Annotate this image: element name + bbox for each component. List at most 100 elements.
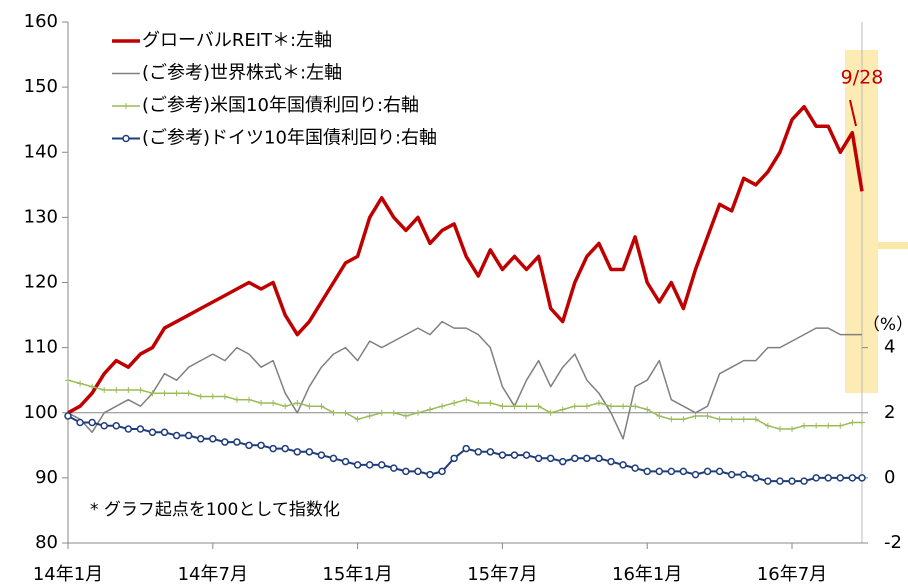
marker [450,454,458,463]
y-tick-label: 120 [24,272,58,293]
marker [209,393,216,400]
marker [390,409,397,416]
marker [849,419,856,426]
marker [716,416,723,423]
annotation: 9/28 [841,67,884,89]
marker [619,461,627,469]
y2-tick-label: 0 [884,467,895,488]
marker [148,428,157,437]
marker [439,403,446,410]
marker [221,438,229,446]
marker [632,403,639,410]
x-tick-label: 15年1月 [322,564,392,584]
y2-tick-label: 4 [884,337,895,358]
marker [715,467,724,476]
marker [305,448,314,456]
marker [427,406,434,413]
marker [89,383,96,390]
y2-unit: （%） [863,315,908,335]
marker [100,422,108,430]
marker [487,399,494,406]
marker [269,444,277,453]
marker [281,444,289,453]
marker [727,470,736,479]
legend-label: グローバルREIT＊:左軸 [142,30,332,51]
marker [571,403,578,410]
marker [812,474,820,482]
marker [825,422,832,429]
marker [294,399,301,406]
legend-marker [123,103,129,109]
marker [474,448,483,456]
marker [680,416,687,423]
marker [329,454,338,463]
y2-tick-label: -2 [884,532,902,553]
marker [76,418,84,427]
marker [752,416,759,423]
marker [848,474,857,482]
marker [233,438,241,446]
marker [438,467,446,476]
marker [233,396,240,403]
marker [704,413,711,420]
marker [330,409,337,416]
marker [559,406,566,413]
marker [859,419,865,426]
marker [221,393,228,400]
x-tick-label: 16年1月 [612,564,682,584]
marker [451,399,458,406]
y-tick-label: 150 [24,76,58,97]
marker [801,422,808,429]
y-tick-label: 110 [24,337,58,358]
legend-label: (ご参考)米国10年国債利回り:右軸 [142,95,419,116]
marker [160,428,169,437]
marker [173,390,180,397]
marker [534,454,543,463]
marker [402,413,409,420]
marker [510,451,519,459]
marker [184,431,193,440]
marker [691,470,700,479]
marker [858,474,866,482]
marker [656,413,663,420]
marker [522,451,531,459]
marker [608,403,615,410]
x-tick-label: 14年7月 [178,564,248,584]
marker [739,470,748,479]
marker [366,413,373,420]
marker [197,393,204,400]
legend-label: (ご参考)ドイツ10年国債利回り:右軸 [142,128,437,149]
marker [620,403,627,410]
marker [789,426,796,433]
marker [764,477,772,485]
marker [788,477,796,485]
note: * グラフ起点を100として指数化 [90,500,340,520]
marker [293,448,302,456]
marker [644,406,651,413]
series-line [67,320,862,440]
marker [776,477,784,485]
marker [535,403,542,410]
marker [137,386,144,393]
marker [824,474,832,482]
marker [546,454,555,463]
marker [125,386,132,393]
marker [740,416,747,423]
marker [341,457,350,466]
marker [571,454,579,463]
marker [342,409,349,416]
y-tick-label: 130 [24,206,58,227]
marker [318,403,325,410]
marker [643,467,651,476]
marker [837,422,844,429]
marker [64,412,72,420]
x-tick-label: 16年7月 [757,564,827,584]
marker [558,457,567,466]
marker [149,390,156,397]
marker [667,467,676,476]
marker [136,425,145,433]
marker [462,444,470,453]
marker [595,454,603,463]
marker [245,441,253,450]
marker [679,467,688,476]
